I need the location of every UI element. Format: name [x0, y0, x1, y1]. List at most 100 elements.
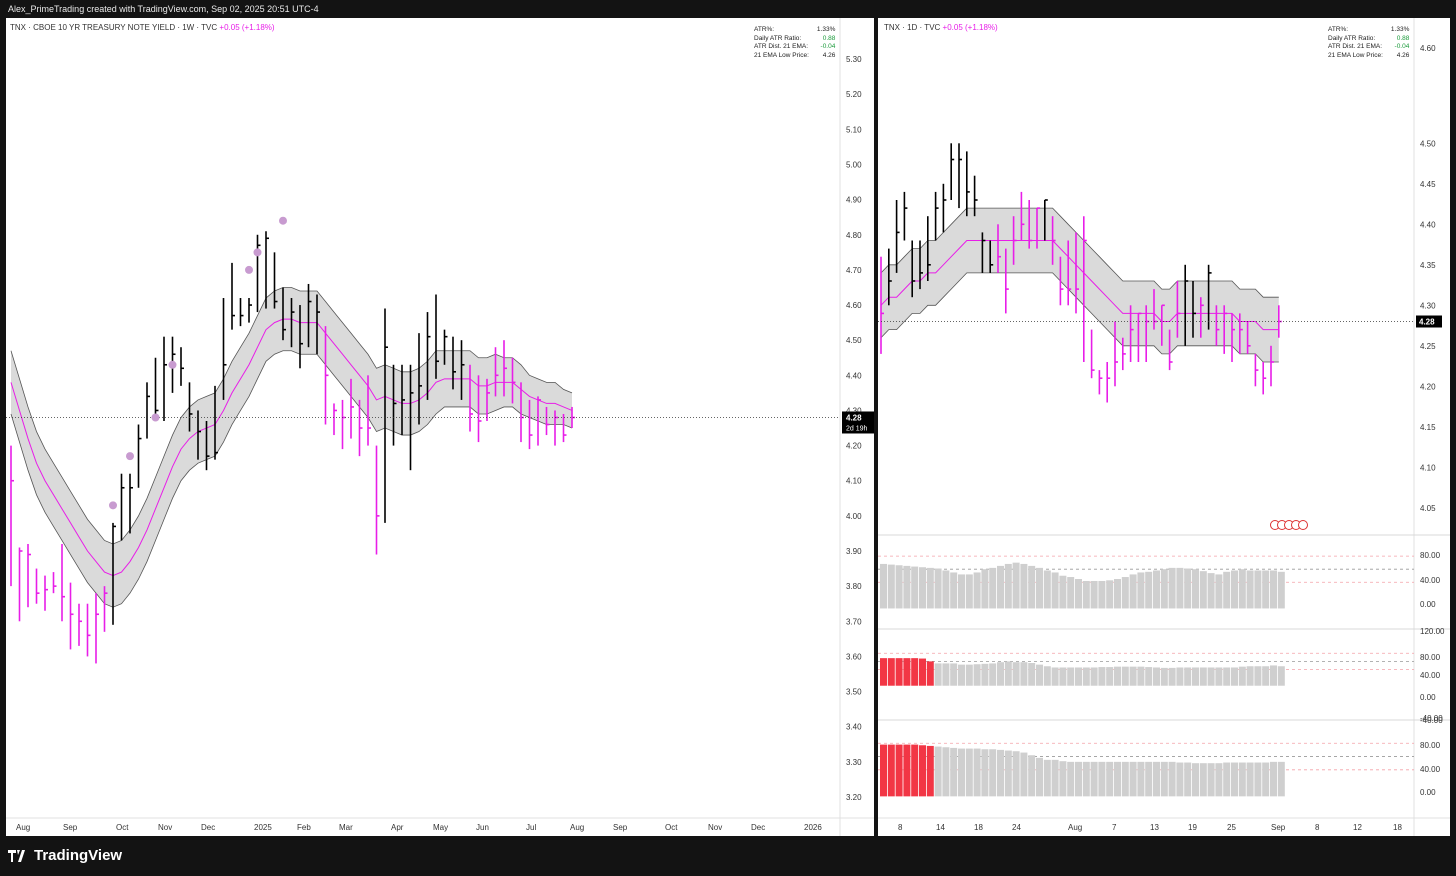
ohlc-bar: [248, 298, 252, 323]
oscillator3-y-tick: 0.00: [1420, 788, 1436, 797]
daily-x-tick: 12: [1353, 823, 1362, 832]
oscillator1-bar: [1176, 567, 1184, 609]
weekly-y-tick: 4.70: [846, 266, 862, 275]
oscillator2-bar: [1246, 666, 1254, 686]
oscillator2-bar: [887, 658, 895, 686]
daily-stat-value: -0.04: [1394, 43, 1410, 50]
ohlc-bar: [350, 378, 354, 439]
ohlc-bar: [443, 329, 448, 365]
oscillator1-bar: [895, 565, 903, 609]
oscillator1-bar: [1020, 563, 1028, 609]
ohlc-bar: [911, 240, 916, 298]
daily-y-tick: 4.45: [1420, 180, 1436, 189]
ohlc-bar: [895, 200, 900, 273]
ohlc-bar: [333, 403, 337, 436]
oscillator1-bar: [958, 574, 965, 609]
weekly-x-tick: Nov: [708, 823, 722, 832]
oscillator2-bar: [1145, 667, 1153, 686]
ohlc-bar: [307, 283, 312, 348]
ohlc-bar: [69, 582, 74, 650]
oscillator3-bar: [1129, 761, 1137, 797]
weekly-y-tick: 3.90: [846, 547, 862, 556]
ohlc-bar: [112, 522, 116, 625]
weekly-x-tick: Dec: [751, 823, 765, 832]
signal-dot: [109, 501, 117, 510]
weekly-x-tick: Oct: [116, 823, 129, 832]
oscillator1-bar: [1012, 562, 1020, 609]
ohlc-bar: [1012, 216, 1017, 265]
weekly-x-tick: Sep: [63, 823, 78, 832]
daily-chart-svg[interactable]: 4.50 4.45 4.40 4.35 4.30 4.25 4.20 4.15 4.10 4.05…: [878, 18, 1450, 836]
weekly-chart-panel[interactable]: 5.30 5.20 5.10 5.00 4.90 4.80 4.70 4.60 4.50 4.40…: [6, 18, 874, 836]
oscillator1-bar: [887, 564, 895, 609]
oscillator1-bar: [965, 574, 973, 609]
weekly-price-tag-countdown: 2d 19h: [846, 425, 868, 432]
oscillator2-bar: [1028, 663, 1036, 686]
weekly-y-tick: 4.00: [846, 512, 862, 521]
weekly-x-tick: Jun: [476, 823, 489, 832]
ohlc-bar: [239, 298, 244, 327]
oscillator3-bar: [934, 746, 942, 797]
daily-x-tick: 18: [1393, 823, 1402, 832]
oscillator2-bar: [1090, 667, 1098, 686]
oscillator3-bar: [1199, 763, 1207, 797]
oscillator3-y-tick: 80.00: [1420, 741, 1441, 750]
weekly-price-tag-value: 4.28: [846, 413, 862, 422]
oscillator3-bar: [911, 744, 919, 797]
oscillator2-bar: [965, 664, 973, 686]
weekly-stat-row: Daily ATR Ratio: 0.88: [754, 35, 835, 44]
daily-x-tick: 7: [1112, 823, 1117, 832]
weekly-x-tick: 2026: [804, 823, 822, 832]
daily-chart-panel[interactable]: 4.50 4.45 4.40 4.35 4.30 4.25 4.20 4.15 4.10 4.05…: [878, 18, 1450, 836]
oscillator3-bar: [887, 744, 895, 797]
oscillator3-bar: [1098, 761, 1106, 797]
weekly-y-tick: 3.40: [846, 723, 862, 732]
oscillator1-y-tick: 80.00: [1420, 551, 1441, 560]
ohlc-bar: [78, 603, 82, 646]
weekly-chart-svg[interactable]: 5.30 5.20 5.10 5.00 4.90 4.80 4.70 4.60 4.50 4.40…: [6, 18, 874, 836]
weekly-y-tick: 5.10: [846, 125, 862, 134]
daily-price-tag-value: 4.28: [1419, 318, 1435, 327]
ohlc-bar: [494, 347, 499, 397]
ohlc-bar: [273, 252, 278, 309]
weekly-x-tick: Oct: [665, 823, 678, 832]
ohlc-bar: [205, 421, 210, 471]
oscillator3-bar: [1215, 763, 1223, 797]
ohlc-bar: [997, 224, 1001, 273]
ohlc-bar: [61, 543, 65, 622]
oscillator2-bar: [989, 663, 997, 686]
oscillator1-y-tick: 0.00: [1420, 600, 1436, 609]
oscillator2-bar: [1137, 666, 1145, 686]
oscillator2-bar: [1036, 664, 1043, 686]
weekly-y-tick: 3.70: [846, 617, 862, 626]
ohlc-bar: [214, 385, 218, 460]
ohlc-bar: [460, 340, 465, 400]
ohlc-bar: [265, 231, 269, 309]
oscillator2-bar: [1059, 667, 1067, 686]
weekly-x-tick: Nov: [158, 823, 172, 832]
oscillator1-bar: [1199, 571, 1207, 609]
oscillator2-bar: [1098, 667, 1106, 686]
ohlc-bar: [146, 382, 150, 439]
oscillator1-bar: [1277, 571, 1285, 609]
oscillator3-bar: [1160, 761, 1168, 797]
oscillator2-bar: [1270, 665, 1277, 686]
weekly-x-tick: 2025: [254, 823, 272, 832]
oscillator2-bar: [1114, 666, 1121, 686]
oscillator1-bar: [950, 572, 958, 609]
atr-band-lower: [880, 272, 1279, 363]
oscillator1-y-tick: 40.00: [1420, 576, 1441, 585]
ohlc-bar: [1059, 256, 1064, 306]
daily-stat-row: ATR Dist. 21 EMA: -0.04: [1328, 43, 1409, 52]
ohlc-bar: [477, 375, 482, 443]
ohlc-bar: [1192, 281, 1196, 338]
weekly-y-tick: 4.40: [846, 371, 862, 380]
daily-x-tick: Sep: [1271, 823, 1286, 832]
oscillator3-bar: [1028, 755, 1036, 797]
ohlc-bar: [35, 568, 40, 604]
tradingview-logo[interactable]: TradingView: [8, 847, 122, 864]
ohlc-bar: [989, 240, 994, 273]
oscillator3-bar: [1153, 761, 1160, 797]
weekly-stats-table: ATR%: 1.33% Daily ATR Ratio: 0.88 ATR Dist. …: [754, 26, 835, 60]
daily-stat-value: 0.88: [1396, 34, 1410, 42]
